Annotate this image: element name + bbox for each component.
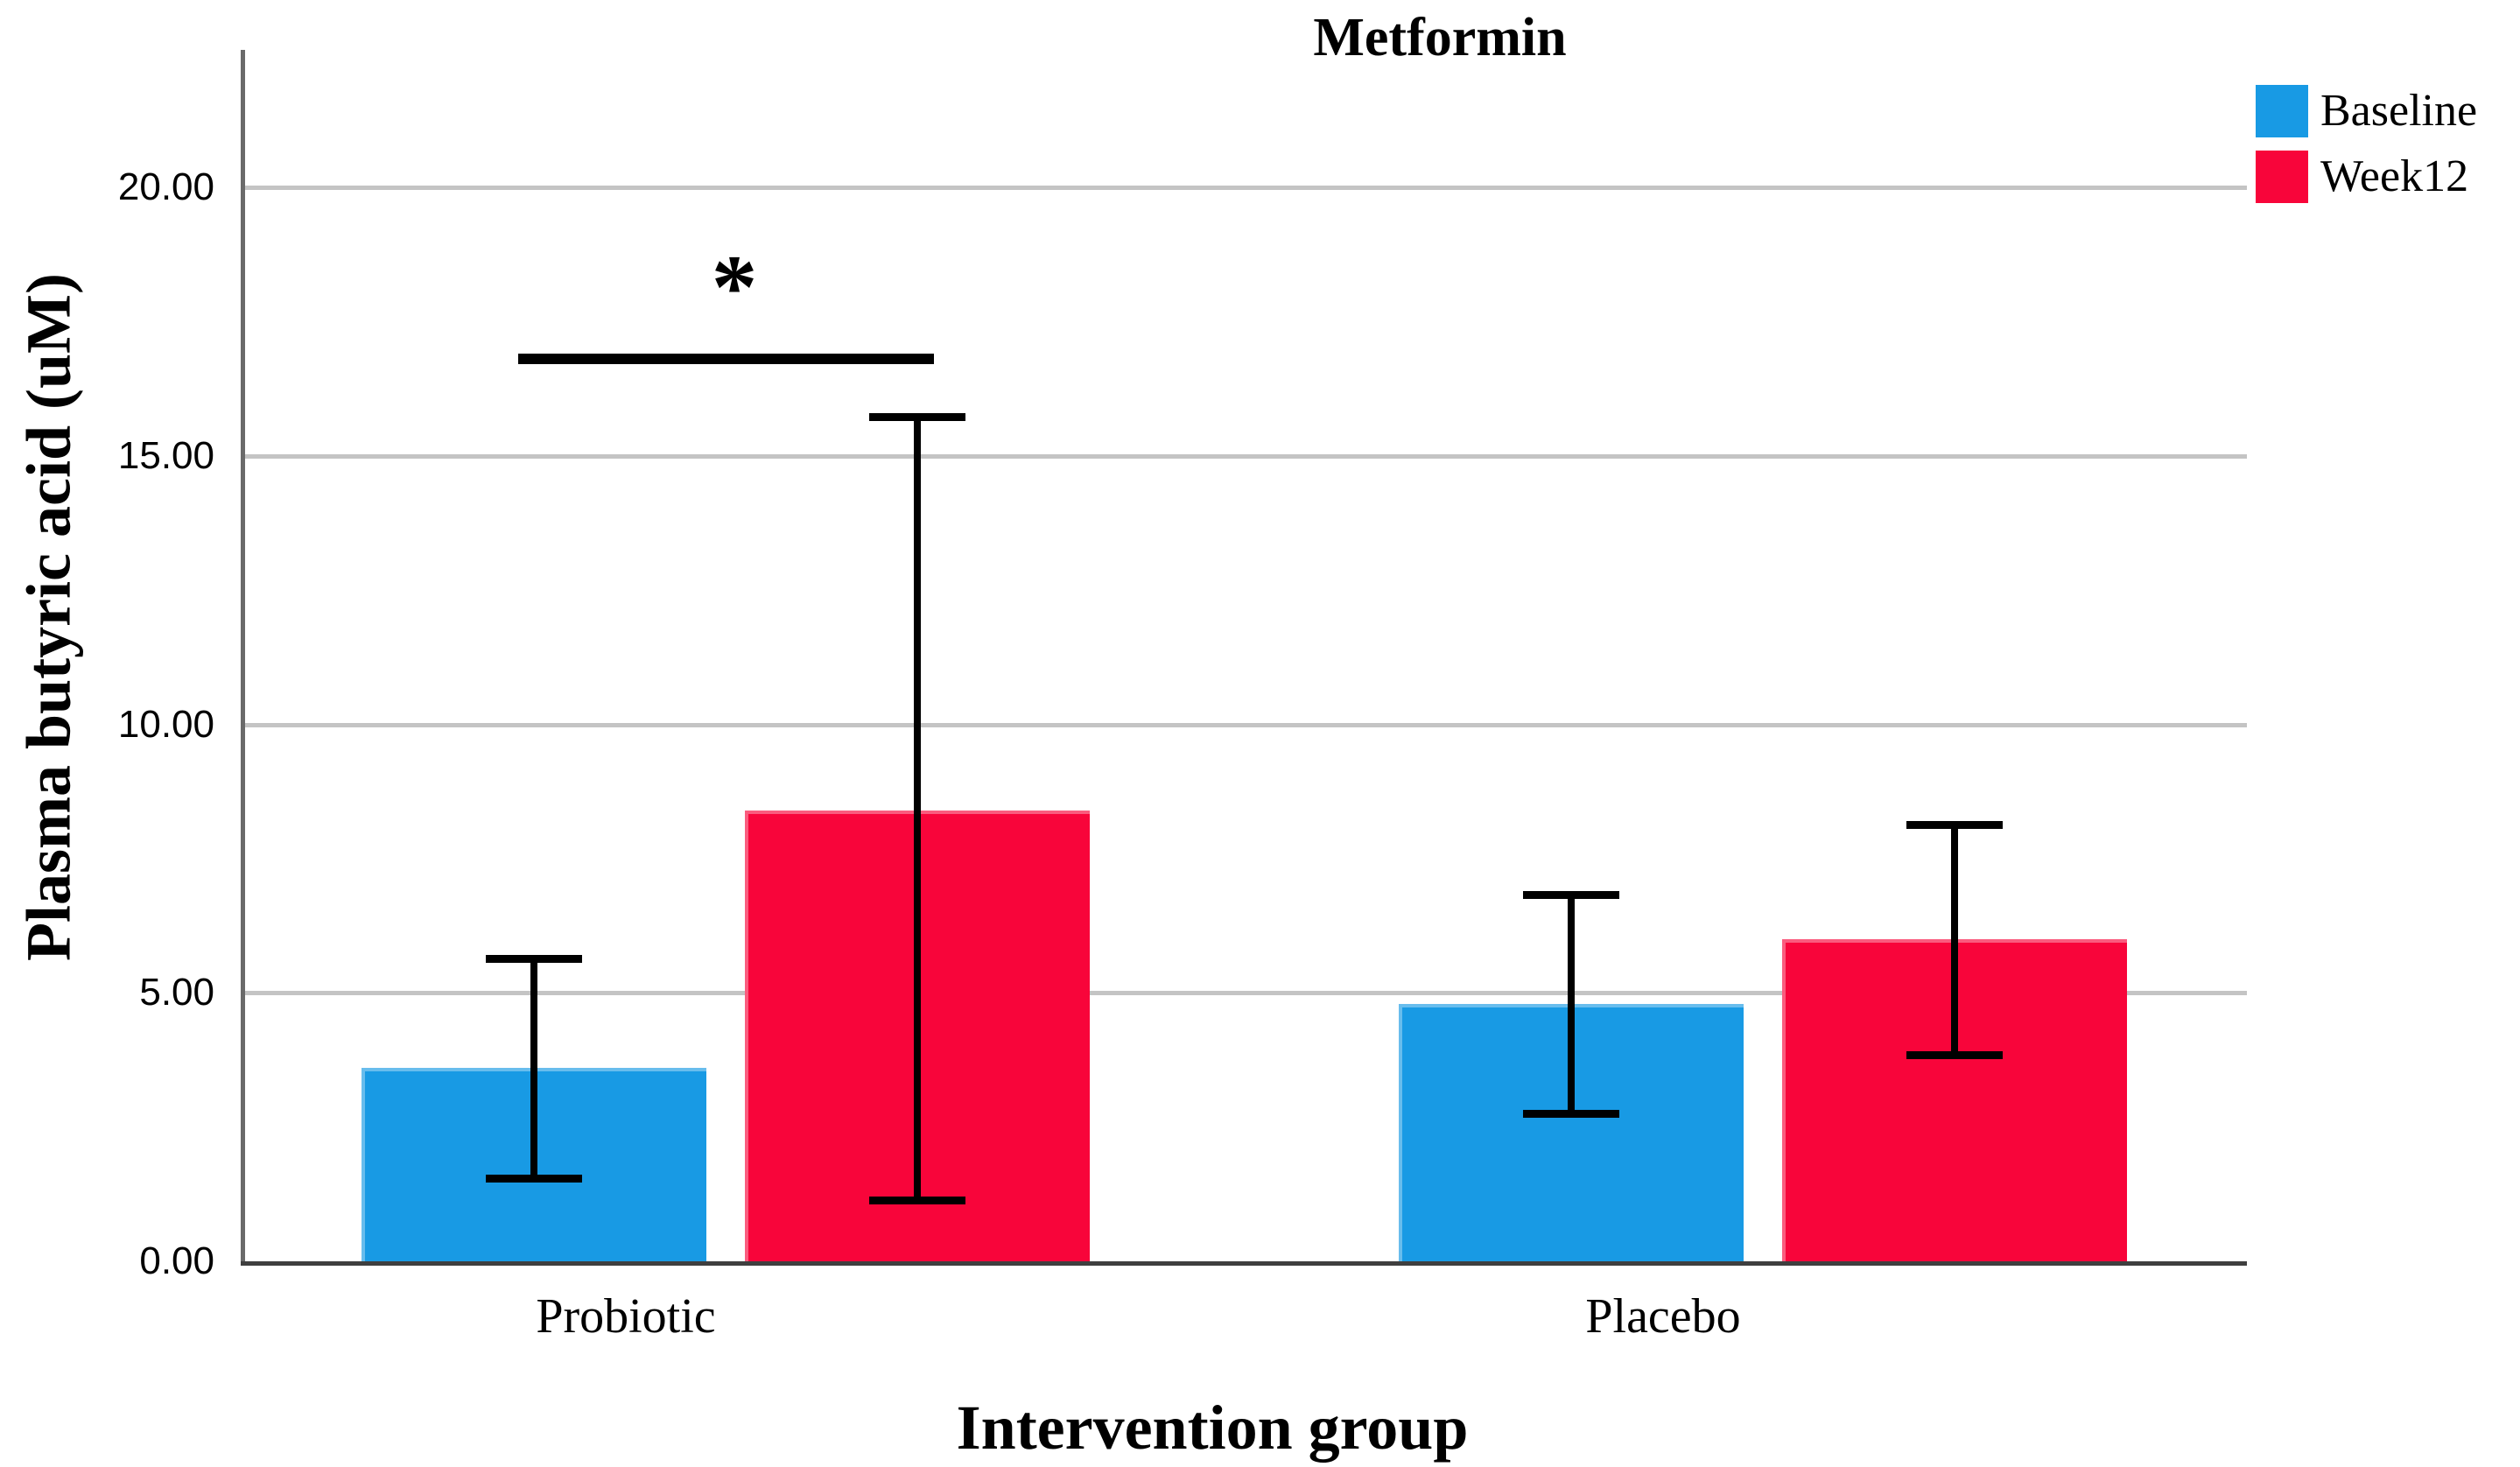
error-bar-cap-bottom [486, 1175, 582, 1183]
error-bar-line [1951, 821, 1958, 1057]
error-bar-line [530, 955, 537, 1181]
error-bar-cap-top [486, 955, 582, 963]
y-axis-title: Plasma butyric acid (uM) [13, 273, 84, 961]
legend-label-week12: Week12 [2320, 151, 2469, 201]
chart-title: Metformin [1313, 8, 1567, 67]
error-bar-line [1568, 891, 1575, 1116]
y-tick-label: 5.00 [139, 971, 214, 1014]
legend-entry-week12: Week12 [2256, 151, 2477, 203]
category-label-probiotic: Probiotic [536, 1289, 716, 1344]
legend-swatch-week12 [2256, 151, 2308, 203]
error-bar-cap-bottom [1523, 1110, 1619, 1118]
legend-swatch-baseline [2256, 85, 2308, 137]
error-bar-cap-bottom [1906, 1051, 2003, 1059]
category-label-placebo: Placebo [1585, 1289, 1741, 1344]
gridline [241, 723, 2247, 727]
y-tick-label: 15.00 [117, 434, 214, 477]
y-tick-label: 10.00 [117, 703, 214, 746]
legend-entry-baseline: Baseline [2256, 85, 2477, 137]
x-axis-line [241, 1261, 2247, 1266]
x-axis-title: Intervention group [956, 1393, 1469, 1463]
gridline [241, 454, 2247, 459]
y-tick-label: 20.00 [117, 165, 214, 208]
error-bar-cap-top [1906, 821, 2003, 829]
legend-label-baseline: Baseline [2320, 86, 2478, 136]
y-tick-label: 0.00 [139, 1239, 214, 1282]
significance-line [518, 354, 934, 364]
legend: Baseline Week12 [2256, 85, 2477, 203]
error-bar-cap-top [1523, 891, 1619, 899]
y-axis-line [241, 50, 245, 1266]
error-bar-cap-top [869, 413, 965, 421]
significance-asterisk: * [711, 235, 758, 338]
gridline [241, 991, 2247, 995]
error-bar-cap-bottom [869, 1197, 965, 1204]
error-bar-line [914, 413, 921, 1203]
gridline [241, 186, 2247, 190]
